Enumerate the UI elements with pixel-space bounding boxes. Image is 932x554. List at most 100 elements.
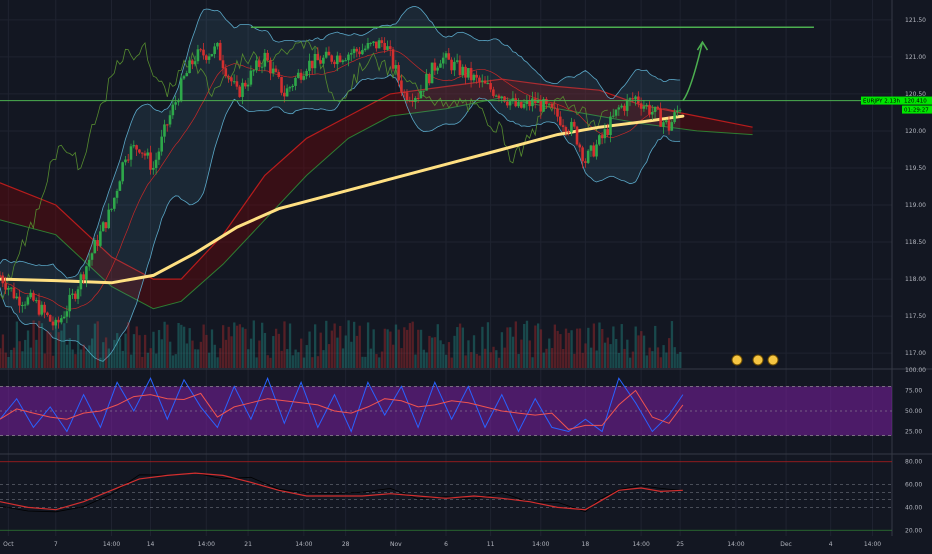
volume-bar xyxy=(333,323,336,368)
volume-bar xyxy=(157,330,161,368)
candle-body xyxy=(149,152,152,170)
volume-bar xyxy=(49,332,52,368)
candle-body xyxy=(132,145,136,147)
volume-bar xyxy=(425,352,428,368)
time-tick-label: 25 xyxy=(676,541,684,548)
earnings-badge-icon xyxy=(731,354,743,366)
candle-body xyxy=(478,77,481,82)
candle-body xyxy=(324,51,328,58)
volume-bar xyxy=(626,339,629,368)
candle-body xyxy=(330,55,334,62)
volume-bar xyxy=(467,340,470,368)
candle-body xyxy=(589,145,593,151)
volume-bar xyxy=(665,352,668,368)
candle-body xyxy=(472,74,476,81)
candle-body xyxy=(163,124,166,137)
candle-body xyxy=(51,321,55,326)
candle-body xyxy=(310,60,314,69)
candle-body xyxy=(1,275,5,284)
candle-body xyxy=(107,209,111,229)
candle-body xyxy=(232,81,236,83)
candle-body xyxy=(135,145,138,150)
candle-body xyxy=(667,120,671,131)
candle-body xyxy=(238,86,242,97)
volume-bar xyxy=(297,352,300,368)
volume-bar xyxy=(294,349,297,368)
symbol-tag-text: EURJPY 2.13h xyxy=(863,99,900,105)
candle-body xyxy=(369,42,373,44)
candle-body xyxy=(129,146,133,160)
volume-bar xyxy=(26,330,30,368)
candle-body xyxy=(676,110,679,113)
candle-body xyxy=(90,253,94,260)
volume-bar xyxy=(417,329,420,368)
candle-body xyxy=(252,70,255,72)
volume-bar xyxy=(93,323,97,368)
candle-body xyxy=(62,316,66,319)
volume-bar xyxy=(174,354,177,368)
volume-bar xyxy=(414,354,417,368)
price-tick-label: 120.00 xyxy=(905,128,926,135)
dividend-badge-icon xyxy=(767,354,779,366)
candle-body xyxy=(202,49,205,56)
volume-bar xyxy=(24,339,27,368)
candle-body xyxy=(453,61,456,71)
stochastic-k-line xyxy=(0,376,684,433)
candle-body xyxy=(288,87,292,89)
candle-body xyxy=(425,73,428,91)
candle-body xyxy=(349,53,353,55)
volume-bar xyxy=(283,321,286,368)
volume-bar xyxy=(679,351,682,368)
volume-bar xyxy=(645,355,648,368)
volume-bar xyxy=(559,334,562,368)
volume-bar xyxy=(252,320,255,368)
volume-bar xyxy=(567,332,570,368)
candle-body xyxy=(528,100,531,107)
candle-body xyxy=(316,53,320,61)
candle-body xyxy=(68,294,71,312)
symbol-price-tag xyxy=(861,96,932,105)
price-tick-label: 119.50 xyxy=(905,165,926,172)
candle-body xyxy=(614,109,618,116)
candle-body xyxy=(489,83,492,90)
candle-body xyxy=(609,116,612,136)
bollinger-band-fill xyxy=(0,6,681,362)
candle-body xyxy=(207,56,211,60)
volume-bar xyxy=(330,330,334,368)
stochastic-tick-label: 75.00 xyxy=(905,388,922,395)
candle-body xyxy=(405,92,409,101)
volume-bar xyxy=(587,327,590,368)
candle-body xyxy=(581,147,584,162)
volume-bar xyxy=(615,338,618,368)
candle-body xyxy=(34,300,38,302)
volume-bar xyxy=(461,327,465,368)
candle-body xyxy=(486,83,490,85)
volume-bar xyxy=(152,331,155,368)
candle-body xyxy=(188,60,191,74)
candle-body xyxy=(584,161,587,163)
time-tick-label: 14:00 xyxy=(727,541,744,548)
candle-body xyxy=(522,104,526,108)
candle-body xyxy=(327,51,331,56)
volume-bar xyxy=(60,330,63,368)
candle-body xyxy=(411,100,414,102)
volume-bar xyxy=(141,356,144,368)
volume-bar xyxy=(436,324,439,368)
candle-body xyxy=(29,292,32,298)
candle-body xyxy=(648,104,651,115)
volume-bar xyxy=(185,343,189,368)
candle-body xyxy=(352,48,356,54)
candle-body xyxy=(171,104,175,116)
projection-arrow-head xyxy=(696,40,709,51)
candle-body xyxy=(140,152,144,154)
candle-body xyxy=(110,208,113,210)
candle-body xyxy=(659,108,662,127)
candle-body xyxy=(37,300,41,315)
candle-body xyxy=(40,304,44,315)
candle-body xyxy=(335,55,339,65)
volume-bar xyxy=(598,322,601,368)
volume-bar xyxy=(439,340,442,368)
cloud-span-a xyxy=(0,78,753,280)
